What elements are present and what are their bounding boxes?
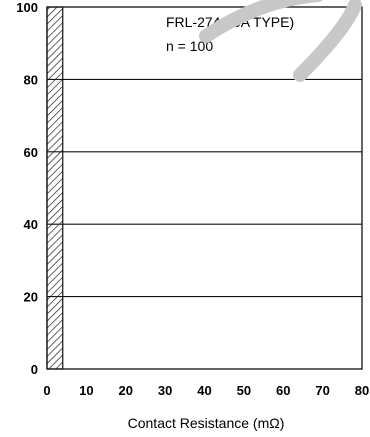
x-tick-label: 70 bbox=[315, 383, 329, 398]
plot-frame bbox=[46, 6, 363, 370]
bars bbox=[46, 6, 64, 370]
y-tick-label: 100 bbox=[16, 0, 38, 15]
x-tick-label: 50 bbox=[237, 383, 251, 398]
x-tick-label: 20 bbox=[119, 383, 133, 398]
x-axis-ticks: 0 10 20 30 40 50 60 70 80 bbox=[43, 383, 369, 398]
y-tick-label: 20 bbox=[24, 290, 38, 305]
x-tick-label: 60 bbox=[276, 383, 290, 398]
y-tick-label: 60 bbox=[24, 145, 38, 160]
y-tick-label: 80 bbox=[24, 72, 38, 87]
bar-0-5 bbox=[46, 6, 64, 370]
x-tick-label: 0 bbox=[43, 383, 50, 398]
x-axis-label: Contact Resistance (mΩ) bbox=[128, 415, 285, 431]
x-tick-label: 10 bbox=[79, 383, 93, 398]
y-tick-label: 0 bbox=[31, 362, 38, 377]
x-tick-label: 80 bbox=[355, 383, 369, 398]
annotation-sample-size: n = 100 bbox=[166, 38, 213, 54]
y-tick-label: 40 bbox=[24, 217, 38, 232]
x-tick-label: 40 bbox=[197, 383, 211, 398]
y-axis-ticks: 0 20 40 60 80 100 bbox=[16, 0, 38, 377]
decorative-arc bbox=[199, 0, 323, 43]
x-tick-label: 30 bbox=[158, 383, 172, 398]
decorative-stroke bbox=[293, 0, 362, 82]
